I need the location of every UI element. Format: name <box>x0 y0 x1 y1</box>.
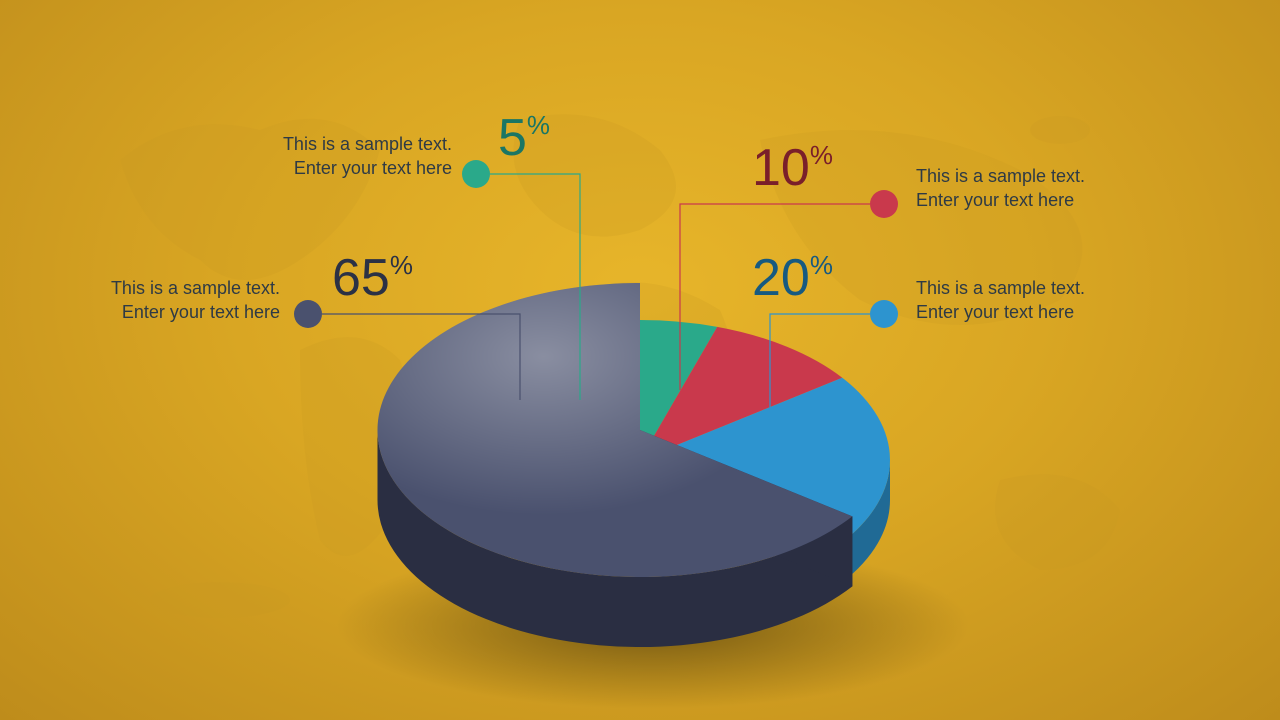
navy-text: This is a sample text. Enter your text h… <box>100 276 280 325</box>
teal-percent: 5% <box>498 108 550 168</box>
red-percent: 10% <box>752 138 833 198</box>
navy-percent: 65% <box>332 248 413 308</box>
pie-chart <box>0 0 1280 720</box>
teal-text: This is a sample text. Enter your text h… <box>272 132 452 181</box>
slide-stage: 5% 10% 20% 65% This is a sample text. En… <box>0 0 1280 720</box>
blue-dot <box>870 300 898 328</box>
blue-text: This is a sample text. Enter your text h… <box>916 276 1096 325</box>
red-dot <box>870 190 898 218</box>
teal-dot <box>462 160 490 188</box>
navy-percent-value: 65 <box>332 249 390 307</box>
red-percent-value: 10 <box>752 139 810 197</box>
teal-percent-value: 5 <box>498 109 527 167</box>
pct-symbol: % <box>390 250 413 280</box>
pct-symbol: % <box>810 250 833 280</box>
pct-symbol: % <box>810 140 833 170</box>
blue-percent-value: 20 <box>752 249 810 307</box>
blue-percent: 20% <box>752 248 833 308</box>
navy-dot <box>294 300 322 328</box>
pct-symbol: % <box>527 110 550 140</box>
red-text: This is a sample text. Enter your text h… <box>916 164 1096 213</box>
